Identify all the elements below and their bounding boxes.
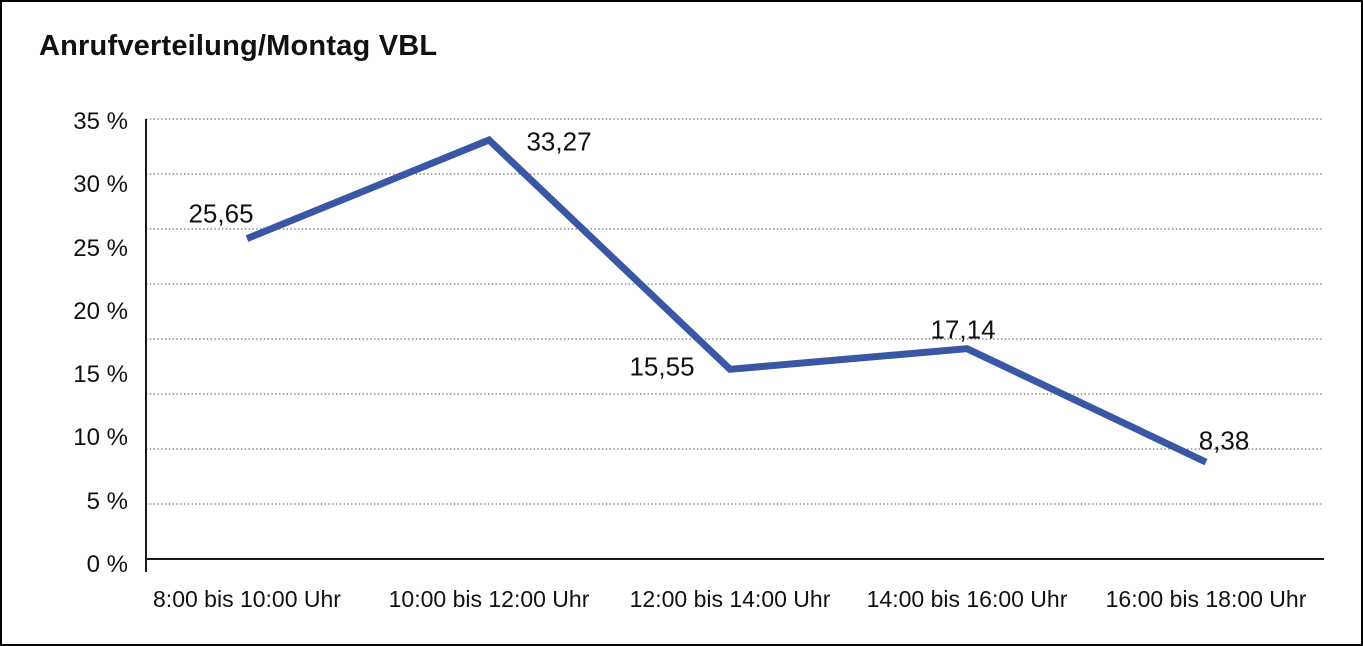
data-value-label: 17,14 — [930, 314, 996, 345]
data-series-line — [245, 135, 1208, 466]
gridlines — [146, 118, 1324, 505]
y-tick-label: 5 % — [86, 487, 128, 515]
x-tick-label: 12:00 bis 14:00 Uhr — [629, 586, 831, 612]
y-tick-label: 0 % — [86, 551, 128, 579]
data-value-label: 25,65 — [188, 198, 254, 229]
y-tick-label: 25 % — [73, 234, 128, 262]
y-tick-label: 30 % — [73, 171, 128, 199]
x-tick-label: 14:00 bis 16:00 Uhr — [866, 586, 1068, 612]
y-tick-label: 20 % — [73, 297, 128, 325]
data-value-label: 33,27 — [526, 126, 592, 157]
y-tick-label: 35 % — [73, 108, 128, 135]
y-tick-label: 15 % — [73, 361, 128, 389]
x-tick-label: 16:00 bis 18:00 Uhr — [1105, 586, 1307, 612]
data-value-label: 8,38 — [1198, 425, 1250, 456]
data-value-label: 15,55 — [629, 351, 695, 382]
chart-title: Anrufverteilung/Montag VBL — [39, 30, 438, 62]
x-tick-label: 8:00 bis 10:00 Uhr — [153, 586, 341, 612]
y-tick-label: 10 % — [73, 424, 128, 452]
x-tick-label: 10:00 bis 12:00 Uhr — [388, 586, 590, 612]
